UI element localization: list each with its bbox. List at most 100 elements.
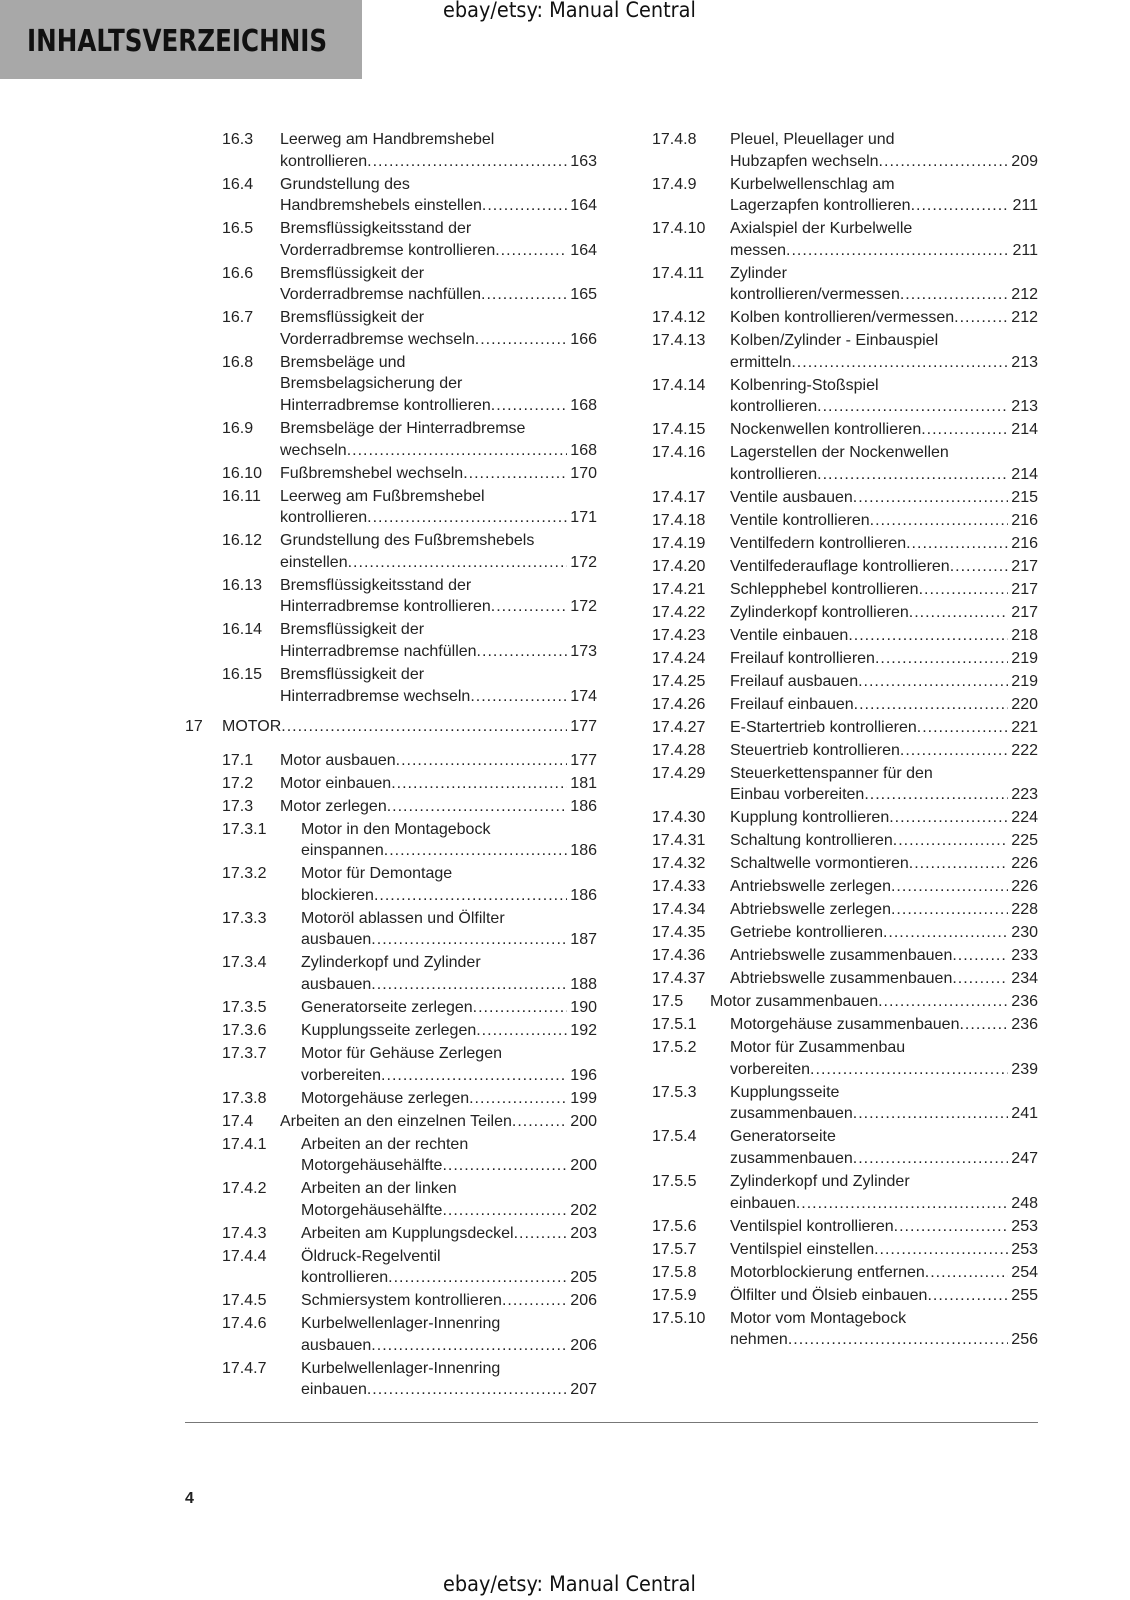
- toc-entry-title: Kurbelwellenlager-Innenring: [301, 1359, 501, 1377]
- toc-entry[interactable]: 17.4.3 Arbeiten am Kupplungsdeckel 203: [222, 1223, 597, 1245]
- toc-entry[interactable]: 16.14 Bremsflüssigkeit der Hinterradbremse…: [222, 619, 597, 662]
- toc-entry[interactable]: 17.5 Motor zusammenbauen 236: [652, 991, 1038, 1013]
- toc-entry[interactable]: 17.4.4 Öldruck-Regelventil kontrollieren 20…: [222, 1246, 597, 1289]
- toc-entry[interactable]: 17.4.21 Schlepphebel kontrollieren 217: [652, 579, 1038, 601]
- toc-entry-title: Motor für Gehäuse Zerlegen: [301, 1044, 502, 1062]
- toc-entry[interactable]: 16.10 Fußbremshebel wechseln 170: [222, 463, 597, 485]
- toc-entry[interactable]: 17.5.4 Generatorseite zusammenbauen 247: [652, 1126, 1038, 1169]
- toc-entry[interactable]: 17.4.14 Kolbenring-Stoßspiel kontrollieren…: [652, 375, 1038, 418]
- toc-entry-title: Vorderradbremse nachfüllen: [280, 286, 482, 304]
- toc-entry[interactable]: 17.4.15 Nockenwellen kontrollieren 214: [652, 419, 1038, 441]
- toc-entry-page: 248: [1011, 1194, 1038, 1212]
- toc-entry[interactable]: 17.4.19 Ventilfedern kontrollieren 216: [652, 533, 1038, 555]
- toc-entry[interactable]: 16.5 Bremsflüssigkeitsstand der Vorderradb…: [222, 218, 597, 261]
- toc-entry[interactable]: 16.4 Grundstellung des Handbremshebels ein…: [222, 174, 597, 217]
- toc-entry[interactable]: 17.4.18 Ventile kontrollieren 216: [652, 510, 1038, 532]
- toc-entry[interactable]: 17.4.13 Kolben/Zylinder - Einbauspiel ermi…: [652, 330, 1038, 373]
- toc-entry[interactable]: 17.4.24 Freilauf kontrollieren 219: [652, 648, 1038, 670]
- toc-entry[interactable]: 17.4.32 Schaltwelle vormontieren 226: [652, 853, 1038, 875]
- toc-entry[interactable]: 16.6 Bremsflüssigkeit der Vorderradbremse …: [222, 263, 597, 306]
- dot-leader: [367, 507, 567, 529]
- toc-entry[interactable]: 17.5.6 Ventilspiel kontrollieren 253: [652, 1216, 1038, 1238]
- toc-entry[interactable]: 17.4.37 Abtriebswelle zusammenbauen 234: [652, 968, 1038, 990]
- toc-left-column: 16.3 Leerweg am Handbremshebel kontrollier…: [185, 129, 597, 1402]
- toc-entry-title: Motorgehäusehälfte: [301, 1201, 443, 1219]
- toc-entry[interactable]: 17.3.8 Motorgehäuse zerlegen 199: [222, 1088, 597, 1110]
- toc-entry[interactable]: 17.5.10 Motor vom Montagebock nehmen 256: [652, 1308, 1038, 1351]
- toc-entry-number: 17.4.8: [652, 131, 697, 148]
- toc-entry[interactable]: 17.4.25 Freilauf ausbauen 219: [652, 671, 1038, 693]
- toc-entry[interactable]: 17.4.20 Ventilfederauflage kontrollieren 2…: [652, 556, 1038, 578]
- toc-entry[interactable]: 17.4.30 Kupplung kontrollieren 224: [652, 807, 1038, 829]
- toc-entry-page: 230: [1011, 924, 1038, 942]
- toc-entry[interactable]: 17.4.11 Zylinder kontrollieren/vermessen 21…: [652, 263, 1038, 306]
- toc-entry-title: Bremsflüssigkeit der: [280, 621, 425, 639]
- toc-entry[interactable]: 16.12 Grundstellung des Fußbremshebels ein…: [222, 530, 597, 573]
- toc-entry-number: 17.4.4: [222, 1247, 267, 1265]
- toc-entry[interactable]: 17.5.5 Zylinderkopf und Zylinder einbauen 2…: [652, 1171, 1038, 1214]
- toc-entry-page: 165: [570, 286, 597, 304]
- toc-entry[interactable]: 17.4.2 Arbeiten an der linken Motorgehäuse…: [222, 1178, 597, 1221]
- toc-entry-page: 192: [570, 1021, 597, 1039]
- toc-entry[interactable]: 17.4.1 Arbeiten an der rechten Motorgehäus…: [222, 1134, 597, 1177]
- toc-entry[interactable]: 17.4.17 Ventile ausbauen 215: [652, 487, 1038, 509]
- dot-leader: [381, 1065, 567, 1087]
- toc-entry[interactable]: 17.4.34 Abtriebswelle zerlegen 228: [652, 899, 1038, 921]
- toc-entry[interactable]: 17.4.12 Kolben kontrollieren/vermessen 212: [652, 307, 1038, 329]
- toc-entry[interactable]: 17.3.2 Motor für Demontage blockieren 186: [222, 863, 597, 906]
- toc-entry[interactable]: 17.4.27 E-Startertrieb kontrollieren 221: [652, 717, 1038, 739]
- toc-entry[interactable]: 17.3.5 Generatorseite zerlegen 190: [222, 997, 597, 1019]
- toc-entry-number: 17.3.5: [222, 998, 267, 1016]
- toc-entry[interactable]: 17.3.7 Motor für Gehäuse Zerlegen vorberei…: [222, 1043, 597, 1086]
- toc-entry[interactable]: 17.5.9 Ölfilter und Ölsieb einbauen 255: [652, 1285, 1038, 1307]
- toc-entry[interactable]: 17.4.29 Steuerkettenspanner für den Einbau…: [652, 763, 1038, 806]
- toc-entry[interactable]: 16.13 Bremsflüssigkeitsstand der Hinterrad…: [222, 575, 597, 618]
- toc-entry[interactable]: 17.1 Motor ausbauen 177: [222, 750, 597, 772]
- toc-entry[interactable]: 17.4.26 Freilauf einbauen 220: [652, 694, 1038, 716]
- toc-entry[interactable]: 16.8 Bremsbeläge und Bremsbelagsicherung d…: [222, 352, 597, 417]
- toc-entry[interactable]: 17.4.36 Antriebswelle zusammenbauen 233: [652, 945, 1038, 967]
- toc-entry-page: 203: [570, 1224, 597, 1242]
- toc-entry[interactable]: 16.3 Leerweg am Handbremshebel kontrollier…: [222, 129, 597, 172]
- toc-entry[interactable]: 17.4.16 Lagerstellen der Nockenwellen kont…: [652, 442, 1038, 485]
- toc-entry[interactable]: 17.5.8 Motorblockierung entfernen 254: [652, 1262, 1038, 1284]
- toc-entry[interactable]: 17.4.5 Schmiersystem kontrollieren 206: [222, 1290, 597, 1312]
- toc-entry-number: 17.4.21: [652, 580, 706, 598]
- toc-entry[interactable]: 17.4.7 Kurbelwellenlager-Innenring einbaue…: [222, 1358, 597, 1401]
- toc-entry-title: Bremsbeläge der Hinterradbremse: [280, 420, 526, 438]
- toc-entry[interactable]: 17.4.9 Kurbelwellenschlag am Lagerzapfen k…: [652, 174, 1038, 217]
- toc-entry[interactable]: 17.4.23 Ventile einbauen 218: [652, 625, 1038, 647]
- toc-entry[interactable]: 17.4.35 Getriebe kontrollieren 230: [652, 922, 1038, 944]
- toc-entry[interactable]: 17.4.33 Antriebswelle zerlegen 226: [652, 876, 1038, 898]
- toc-entry-page: 221: [1011, 718, 1038, 736]
- toc-entry[interactable]: 17.5.2 Motor für Zusammenbau vorbereiten 23…: [652, 1037, 1038, 1080]
- toc-entry-page: 186: [570, 797, 597, 815]
- toc-entry[interactable]: 17.3.3 Motoröl ablassen und Ölfilter ausba…: [222, 908, 597, 951]
- toc-entry[interactable]: 17.4 Arbeiten an den einzelnen Teilen 200: [222, 1111, 597, 1133]
- toc-entry-page: 202: [570, 1201, 597, 1219]
- toc-entry[interactable]: 17.4.10 Axialspiel der Kurbelwelle messen 2…: [652, 218, 1038, 261]
- toc-entry[interactable]: 17.4.31 Schaltung kontrollieren 225: [652, 830, 1038, 852]
- toc-entry-page: 172: [570, 553, 597, 571]
- toc-entry[interactable]: 17 MOTOR 177: [185, 716, 597, 738]
- page-number: 4: [185, 1490, 194, 1507]
- toc-entry-number: 17.4.12: [652, 309, 706, 327]
- toc-entry[interactable]: 17.3.1 Motor in den Montagebock einspannen…: [222, 819, 597, 862]
- toc-entry[interactable]: 17.4.8 Pleuel, Pleuellager und Hubzapfen w…: [652, 129, 1038, 172]
- toc-entry[interactable]: 17.3 Motor zerlegen 186: [222, 796, 597, 818]
- toc-entry[interactable]: 17.5.7 Ventilspiel einstellen 253: [652, 1239, 1038, 1261]
- toc-entry[interactable]: 17.3.4 Zylinderkopf und Zylinder ausbauen 1…: [222, 952, 597, 995]
- toc-entry[interactable]: 17.4.6 Kurbelwellenlager-Innenring ausbaue…: [222, 1313, 597, 1356]
- toc-entry-title: E-Startertrieb kontrollieren: [730, 718, 917, 736]
- toc-entry[interactable]: 17.4.28 Steuertrieb kontrollieren 222: [652, 740, 1038, 762]
- toc-entry[interactable]: 16.15 Bremsflüssigkeit der Hinterradbremse…: [222, 664, 597, 707]
- toc-entry[interactable]: 17.4.22 Zylinderkopf kontrollieren 217: [652, 602, 1038, 624]
- toc-entry[interactable]: 17.3.6 Kupplungsseite zerlegen 192: [222, 1020, 597, 1042]
- toc-entry[interactable]: 16.11 Leerweg am Fußbremshebel kontrollier…: [222, 486, 597, 529]
- toc-entry[interactable]: 16.9 Bremsbeläge der Hinterradbremse wechs…: [222, 418, 597, 461]
- toc-entry[interactable]: 17.2 Motor einbauen 181: [222, 773, 597, 795]
- toc-entry[interactable]: 17.5.1 Motorgehäuse zusammenbauen 236: [652, 1014, 1038, 1036]
- toc-entry[interactable]: 17.5.3 Kupplungsseite zusammenbauen 241: [652, 1082, 1038, 1125]
- toc-entry[interactable]: 16.7 Bremsflüssigkeit der Vorderradbremse …: [222, 307, 597, 350]
- toc-entry-number: 16.10: [222, 464, 263, 482]
